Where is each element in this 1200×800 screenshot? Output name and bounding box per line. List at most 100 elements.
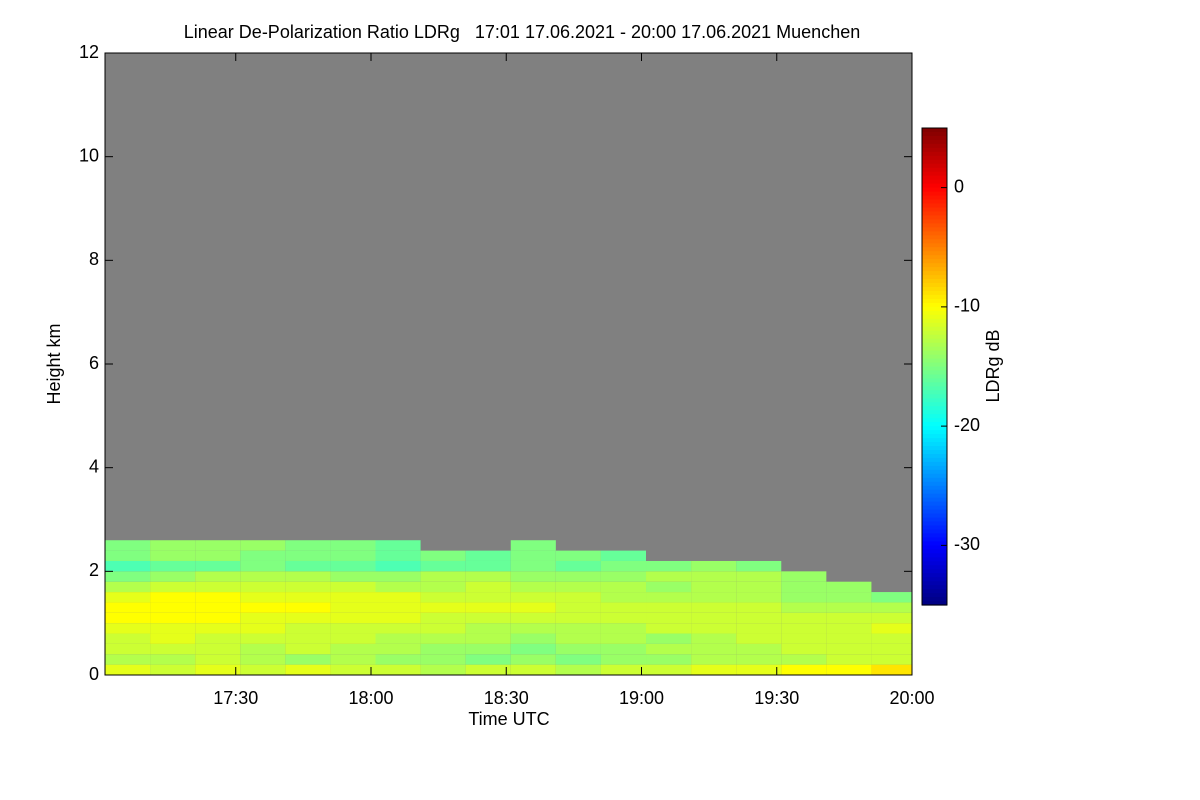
- colorbar-swatch: [922, 362, 947, 368]
- colorbar-swatch: [922, 485, 947, 491]
- heatmap-cell: [691, 612, 737, 624]
- colorbar-swatch: [922, 549, 947, 554]
- chart-title: Linear De-Polarization Ratio LDRg 17:01 …: [184, 22, 860, 42]
- colorbar-swatch: [922, 171, 947, 177]
- heatmap-cell: [330, 602, 376, 613]
- heatmap-cell: [465, 664, 511, 675]
- colorbar-swatch: [922, 263, 947, 268]
- heatmap-cell: [600, 612, 647, 624]
- heatmap-cell: [105, 654, 151, 665]
- heatmap-cell: [871, 664, 912, 675]
- colorbar-swatch: [922, 561, 947, 566]
- colorbar-swatch: [922, 255, 947, 260]
- heatmap-cell: [330, 664, 376, 675]
- colorbar-swatch: [922, 207, 947, 213]
- colorbar-swatch: [922, 187, 947, 193]
- heatmap-cell: [330, 643, 376, 655]
- heatmap-cell: [510, 602, 556, 613]
- heatmap-cell: [195, 560, 241, 572]
- colorbar-swatch: [922, 306, 947, 312]
- heatmap-cell: [150, 633, 196, 644]
- colorbar-swatch: [922, 302, 947, 308]
- heatmap-cell: [105, 581, 151, 593]
- colorbar-swatch: [922, 279, 947, 284]
- y-tick-label: 12: [79, 42, 99, 62]
- heatmap-cell: [465, 592, 511, 603]
- colorbar-swatch: [922, 481, 947, 487]
- colorbar-swatch: [922, 597, 947, 602]
- colorbar-swatch: [922, 426, 947, 431]
- colorbar-frame: [921, 127, 948, 606]
- heatmap-cell: [736, 612, 782, 624]
- heatmap-cell: [871, 643, 912, 655]
- colorbar-swatch: [922, 350, 947, 356]
- heatmap-cell: [691, 560, 737, 572]
- heatmap-cell: [240, 623, 286, 634]
- heatmap-cell: [781, 581, 827, 593]
- colorbar-swatch: [922, 418, 947, 423]
- heatmap-cell: [285, 633, 331, 644]
- heatmap-cell: [826, 612, 872, 624]
- heatmap-cell: [781, 602, 827, 613]
- colorbar-swatch: [922, 267, 947, 272]
- heatmap-cell: [330, 654, 376, 665]
- heatmap-cell: [330, 623, 376, 634]
- colorbar-swatch: [922, 163, 947, 169]
- heatmap-cell: [600, 633, 647, 644]
- heatmap-cell: [781, 664, 827, 675]
- colorbar-swatch: [922, 457, 947, 463]
- heatmap-cell: [330, 571, 376, 582]
- colorbar-swatch: [922, 430, 947, 435]
- heatmap-cell: [691, 643, 737, 655]
- heatmap-cell: [420, 571, 466, 582]
- heatmap-cell: [240, 654, 286, 665]
- heatmap-cell: [420, 602, 466, 613]
- heatmap-cell: [150, 571, 196, 582]
- colorbar-swatch: [922, 342, 947, 348]
- heatmap-cell: [465, 571, 511, 582]
- colorbar-swatch: [922, 314, 947, 320]
- heatmap-cell: [150, 654, 196, 665]
- heatmap-cell: [330, 581, 376, 593]
- heatmap-cell: [375, 560, 421, 572]
- heatmap-cell: [195, 633, 241, 644]
- heatmap-cell: [781, 623, 827, 634]
- heatmap-cell: [555, 633, 601, 644]
- heatmap-cell: [285, 581, 331, 593]
- colorbar-swatch: [922, 338, 947, 344]
- colorbar-swatch: [922, 593, 947, 598]
- heatmap-cell: [420, 560, 466, 572]
- heatmap-cell: [375, 581, 421, 593]
- heatmap-cell: [555, 592, 601, 603]
- colorbar-swatch: [922, 477, 947, 483]
- heatmap-cell: [195, 623, 241, 634]
- colorbar-swatch: [922, 505, 947, 511]
- heatmap-cell: [240, 664, 286, 675]
- heatmap-cell: [871, 602, 912, 613]
- heatmap-cell: [691, 581, 737, 593]
- heatmap-cell: [330, 540, 376, 551]
- heatmap-cell: [240, 571, 286, 582]
- colorbar-swatch: [922, 513, 947, 519]
- heatmap-cell: [781, 592, 827, 603]
- heatmap-cell: [691, 602, 737, 613]
- colorbar-swatch: [922, 577, 947, 582]
- heatmap-cell: [736, 571, 782, 582]
- heatmap-cell: [105, 633, 151, 644]
- colorbar-swatch: [922, 290, 947, 296]
- colorbar-swatch: [922, 191, 947, 197]
- heatmap-cell: [195, 664, 241, 675]
- colorbar-swatch: [922, 569, 947, 574]
- heatmap-cell: [240, 581, 286, 593]
- heatmap-cell: [826, 633, 872, 644]
- heatmap-cell: [285, 550, 331, 561]
- heatmap-cell: [871, 612, 912, 624]
- x-tick-label: 17:30: [213, 688, 258, 708]
- heatmap-cell: [105, 560, 151, 572]
- colorbar-swatch: [922, 581, 947, 586]
- heatmap-cell: [105, 623, 151, 634]
- heatmap-cell: [330, 612, 376, 624]
- colorbar-swatch: [922, 179, 947, 185]
- colorbar-swatch: [922, 211, 947, 217]
- colorbar-swatch: [922, 489, 947, 495]
